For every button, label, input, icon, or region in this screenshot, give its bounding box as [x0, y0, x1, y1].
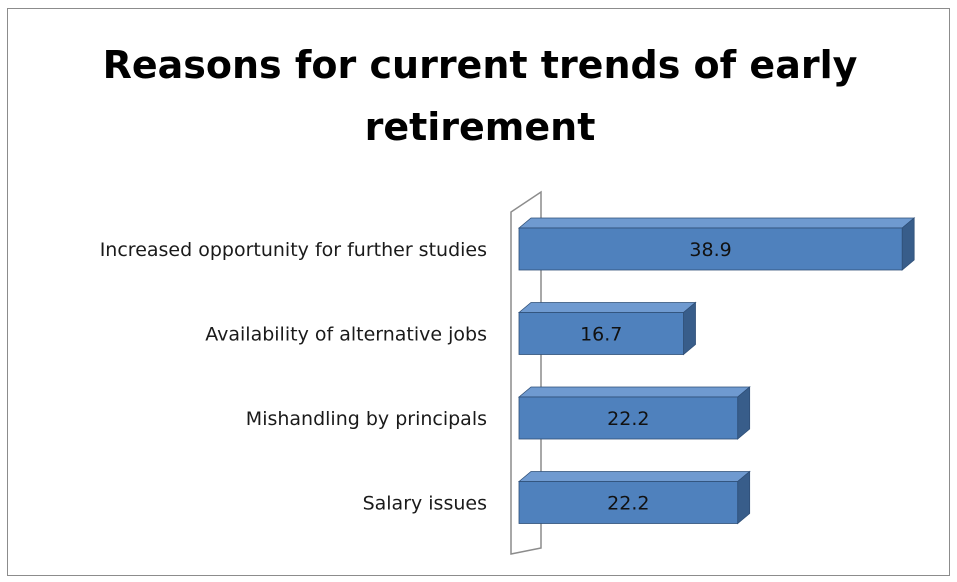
bar-top-face — [517, 386, 751, 398]
bar-front-face — [518, 396, 739, 440]
bar-front-face — [518, 312, 684, 355]
data-label: 22.2 — [607, 493, 649, 515]
category-label: Mishandling by principals — [246, 408, 487, 430]
data-label: 22.2 — [607, 408, 649, 430]
category-label: Increased opportunity for further studie… — [100, 239, 487, 261]
data-label: 16.7 — [580, 324, 622, 346]
chart-side-wall — [510, 190, 542, 555]
bar — [517, 301, 697, 356]
bar — [517, 217, 916, 271]
bar-front-face — [518, 227, 903, 271]
chart-frame — [7, 8, 950, 576]
chart-title: Reasons for current trends of early reti… — [102, 43, 858, 149]
bar-top-face — [517, 217, 916, 229]
bar-front-face — [518, 481, 739, 524]
data-label: 38.9 — [689, 239, 731, 261]
bar-top-face — [517, 302, 697, 313]
bar — [517, 470, 751, 525]
bar-top-face — [517, 471, 751, 482]
bar — [517, 386, 751, 440]
category-label: Salary issues — [363, 493, 487, 515]
category-label: Availability of alternative jobs — [205, 324, 487, 346]
